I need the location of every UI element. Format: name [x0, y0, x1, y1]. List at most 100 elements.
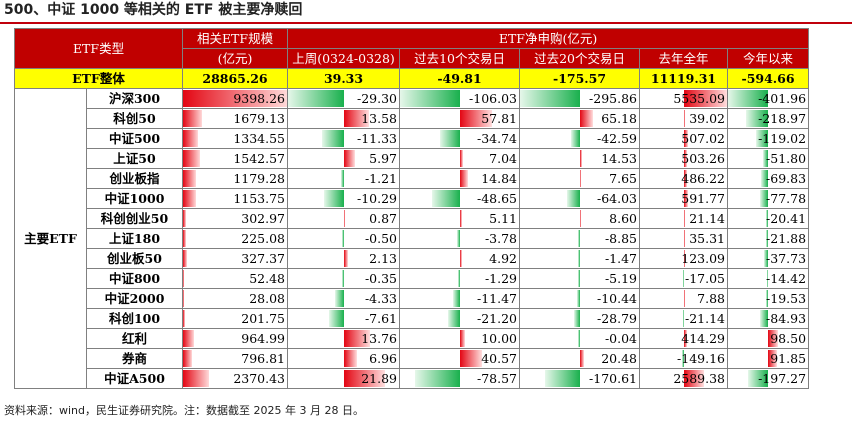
negative-bar: [324, 190, 344, 207]
flow-cell: -10.29: [287, 188, 401, 209]
flow-value: 486.22: [681, 171, 726, 186]
negative-bar: [756, 130, 769, 147]
negative-bar: [578, 250, 580, 267]
negative-bar: [453, 290, 460, 307]
flow-cell: -1.47: [519, 248, 641, 269]
positive-bar: [579, 170, 582, 187]
flow-value: -14.42: [766, 271, 807, 286]
row-name: 上证180: [85, 228, 184, 249]
flow-value: -3.78: [484, 231, 518, 246]
flow-cell: -218.97: [727, 108, 810, 129]
flow-cell: 6.96: [287, 348, 401, 369]
size-cell: 201.75: [182, 308, 289, 329]
table-row: 创业板指 1179.28 -1.21 14.84 7.65 486.22 -69.83: [15, 168, 810, 189]
negative-bar: [566, 190, 580, 207]
size-cell: 796.81: [182, 348, 289, 369]
flow-value: -401.96: [758, 91, 807, 106]
flow-value: -77.78: [766, 191, 807, 206]
header-last-year: 去年全年: [639, 48, 729, 69]
flow-cell: -21.14: [639, 308, 729, 329]
flow-cell: -3.78: [399, 228, 521, 249]
flow-cell: 591.77: [639, 188, 729, 209]
negative-bar: [335, 290, 344, 307]
flow-value: 2589.38: [673, 371, 726, 386]
size-value: 225.08: [241, 231, 286, 246]
flow-value: -10.29: [357, 191, 398, 206]
flow-cell: 503.26: [639, 148, 729, 169]
negative-bar: [748, 370, 769, 387]
table-row: 中证800 52.48 -0.35 -1.29 -5.19 -17.05 -14.42: [15, 268, 810, 289]
flow-value: -51.80: [766, 151, 807, 166]
flow-value: -7.61: [364, 311, 398, 326]
flow-cell: 123.09: [639, 248, 729, 269]
negative-bar: [322, 130, 344, 147]
size-cell: 327.37: [182, 248, 289, 269]
negative-bar: [342, 270, 344, 287]
positive-bar: [579, 210, 582, 227]
positive-bar: [768, 350, 778, 367]
flow-cell: 5.97: [287, 148, 401, 169]
flow-value: -106.03: [469, 91, 518, 106]
table-row: 科创50 1679.13 13.58 57.81 65.18 39.02 -218.97: [15, 108, 810, 129]
flow-value: 39.02: [689, 111, 726, 126]
positive-bar: [683, 130, 688, 147]
flow-cell: 21.14: [639, 208, 729, 229]
positive-bar: [183, 170, 197, 187]
negative-bar: [766, 270, 769, 287]
positive-bar: [183, 250, 187, 267]
flow-value: -1.29: [484, 271, 518, 286]
positive-bar: [579, 350, 584, 367]
flow-cell: -78.57: [399, 368, 521, 389]
negative-bar: [288, 90, 344, 107]
total-value: 11119.31: [639, 68, 729, 89]
positive-bar: [683, 190, 689, 207]
flow-value: -84.93: [766, 311, 807, 326]
flow-value: 7.04: [489, 151, 518, 166]
flow-value: -218.97: [758, 111, 807, 126]
flow-value: -69.83: [766, 171, 807, 186]
negative-bar: [447, 310, 460, 327]
flow-cell: 21.89: [287, 368, 401, 389]
flow-cell: 414.29: [639, 328, 729, 349]
flow-cell: 13.58: [287, 108, 401, 129]
total-value: 39.33: [287, 68, 401, 89]
total-size: 28865.26: [182, 68, 289, 89]
flow-value: -64.03: [597, 191, 638, 206]
negative-bar: [682, 310, 684, 327]
header-10-days: 过去10个交易日: [399, 48, 521, 69]
size-value: 201.75: [241, 311, 286, 326]
flow-value: 21.14: [689, 211, 726, 226]
flow-cell: -84.93: [727, 308, 810, 329]
table-row: 创业板50 327.37 2.13 4.92 -1.47 123.09 -37.73: [15, 248, 810, 269]
size-value: 1153.75: [233, 191, 286, 206]
row-name: 创业板50: [85, 248, 184, 269]
flow-value: -21.20: [477, 311, 518, 326]
flow-value: 35.31: [689, 231, 726, 246]
size-value: 9398.26: [233, 91, 286, 106]
size-value: 1542.57: [233, 151, 286, 166]
size-value: 52.48: [249, 271, 286, 286]
size-value: 1334.55: [233, 131, 286, 146]
flow-cell: -11.33: [287, 128, 401, 149]
negative-bar: [432, 190, 460, 207]
header-last-week: 上周(0324-0328): [287, 48, 401, 69]
flow-value: 6.96: [369, 351, 398, 366]
flow-value: 13.58: [361, 111, 398, 126]
negative-bar: [764, 250, 769, 267]
row-name: 券商: [85, 348, 184, 369]
positive-bar: [183, 90, 287, 107]
header-etf-type: ETF类型: [13, 28, 184, 69]
size-cell: 9398.26: [182, 88, 289, 109]
flow-cell: -69.83: [727, 168, 810, 189]
size-cell: 225.08: [182, 228, 289, 249]
positive-bar: [459, 170, 468, 187]
positive-bar: [459, 110, 492, 127]
flow-cell: -29.30: [287, 88, 401, 109]
flow-value: -8.85: [604, 231, 638, 246]
negative-bar: [578, 330, 580, 347]
size-value: 796.81: [241, 351, 286, 366]
flow-cell: -14.42: [727, 268, 810, 289]
positive-bar: [459, 250, 463, 267]
flow-cell: -119.02: [727, 128, 810, 149]
positive-bar: [459, 350, 483, 367]
